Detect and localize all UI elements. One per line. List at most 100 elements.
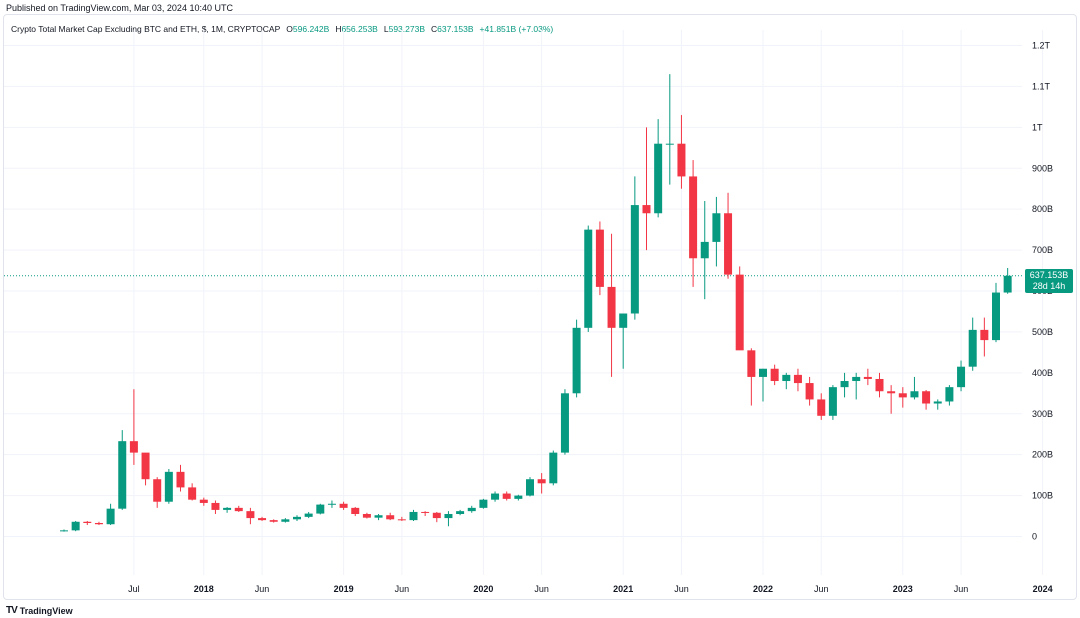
legend-low: L593.273B [383,24,425,34]
candle-body [374,515,383,518]
candle [60,529,68,532]
candle-body [665,143,674,145]
candle-body [887,391,896,394]
candle-body [712,213,721,242]
legend-change: +41.851B (+7.03%) [479,24,554,34]
candle-body [211,502,220,510]
candle [560,389,569,455]
candle [188,483,197,501]
candle-body [759,368,767,377]
legend-symbol[interactable]: Crypto Total Market Cap Excluding BTC an… [11,24,281,34]
candle [782,372,791,390]
candle-body [327,503,336,505]
candle-body [60,530,68,532]
candle-body [467,507,476,512]
candle [444,511,453,527]
candle [223,507,232,513]
candle [71,520,80,532]
candle-body [642,205,651,214]
x-tick-label: 2019 [334,584,354,594]
candle [164,468,173,504]
candle-body [491,493,500,500]
candle-body [840,381,849,388]
candle-body [724,213,733,275]
candle [293,515,301,521]
candle [607,233,616,377]
y-tick-label: 1.1T [1032,81,1051,91]
candle-body [176,471,185,488]
x-tick-label: Jun [674,584,689,594]
candle [968,317,977,371]
candle-body [968,329,977,367]
published-header: Published on TradingView.com, Mar 03, 20… [6,3,233,13]
x-tick-label: 2022 [753,584,773,594]
candle [211,500,220,514]
x-tick-label: Jun [954,584,969,594]
candle-body [910,391,919,398]
candle-body [199,499,208,503]
candle [654,119,663,218]
candle [234,505,243,512]
y-tick-label: 100B [1032,491,1053,501]
tradingview-logo-icon: TV [6,605,18,616]
brand-name: TradingView [19,605,73,616]
x-tick-label: Jun [395,584,410,594]
candle [852,372,861,400]
candle [316,503,325,515]
x-axis: Jul 2018 Jun 2019 Jun 2020 Jun 2021 Jun 2022 Jun 20… [128,584,1052,594]
candle-body [619,313,628,328]
candle-body [421,511,430,513]
candle-body [188,487,197,500]
candle-body [933,401,942,404]
candle-body [234,507,243,512]
candle-body [595,229,604,287]
candle [595,221,604,296]
candle [467,505,476,513]
candle-body [83,521,92,523]
candle [304,511,313,519]
candle-body [828,387,837,416]
candles [60,74,1012,532]
candle [339,501,348,510]
candle [875,372,884,398]
candle [793,368,802,392]
candle-body [141,452,150,480]
tradingview-brand[interactable]: TV TradingView [6,605,73,616]
candle-body [479,499,488,508]
candle [141,452,150,486]
candle [992,282,1000,343]
candle-body [304,513,313,517]
candle [94,521,103,526]
candle-body [444,513,453,519]
legend-open: O596.242B [286,24,330,34]
chart-frame [3,14,1077,600]
candle [665,74,674,185]
candle-body [223,507,232,510]
candle-body [992,292,1000,341]
x-tick-label: 2020 [473,584,493,594]
candle-body [689,176,698,259]
candle-body [258,518,267,521]
candle [689,160,698,287]
candle-body [817,399,826,416]
candle-body [549,452,558,484]
y-tick-label: 800B [1032,204,1053,214]
candle-body [677,143,686,177]
candle [491,491,500,502]
candle [724,192,733,279]
last-price-tag: 637.153B 28d 14h [1025,269,1073,293]
y-tick-label: 1T [1032,122,1043,132]
candle [549,450,558,486]
candle [817,393,826,420]
candle-body [118,441,127,509]
candle-body [607,286,616,328]
candle [642,127,651,251]
candle [397,516,406,521]
candle-body [269,520,278,522]
candle [479,498,488,509]
candle [887,385,896,414]
candle-body [164,471,173,502]
y-tick-label: 1.2T [1032,41,1051,51]
y-tick-label: 300B [1032,409,1053,419]
